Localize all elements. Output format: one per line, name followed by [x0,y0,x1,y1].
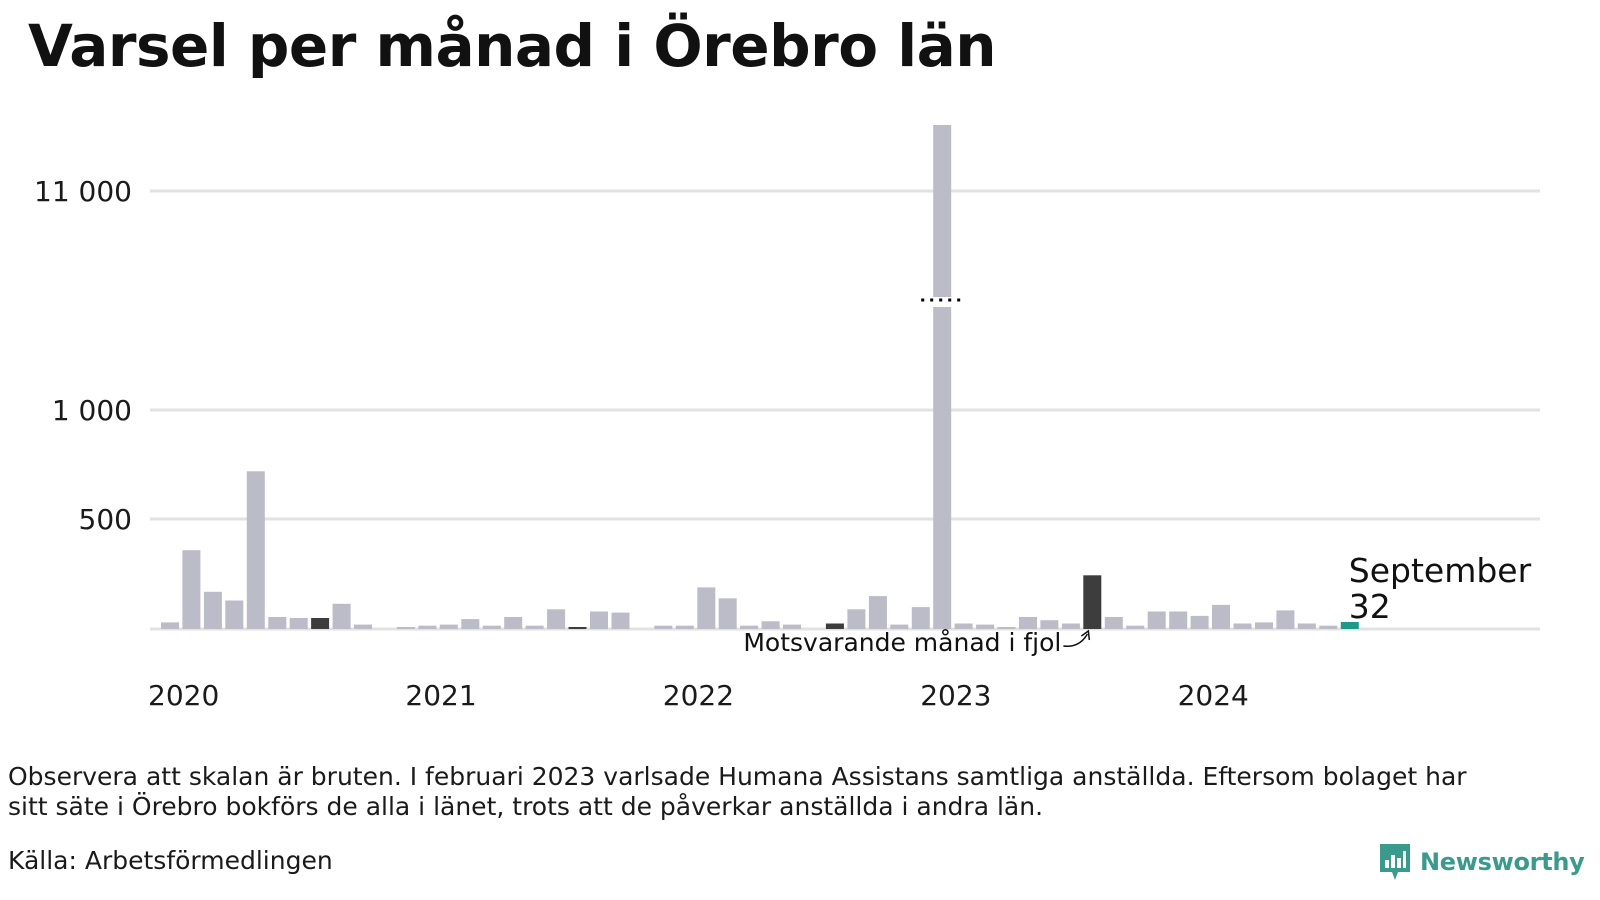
y-axis-tick-labels: 11 000 1 000 500 [34,175,132,536]
x-tick-label: 2023 [920,679,991,712]
bar [1019,617,1037,629]
bar [1190,615,1209,629]
bar [482,625,501,629]
bar [697,587,716,629]
bar [911,607,930,629]
bar [1319,625,1338,629]
bar [933,125,952,629]
bar [418,625,437,629]
bar [332,603,351,629]
bar [1061,623,1080,629]
bar [1040,620,1059,629]
bar [182,550,201,629]
note-line-1: Observera att skalan är bruten. I februa… [8,762,1467,791]
x-tick-label: 2020 [148,679,219,712]
bar [1147,611,1166,629]
bar [590,611,608,629]
bar [311,618,330,629]
bar [1255,622,1273,629]
comparison-label: Motsvarande månad i fjol [743,628,1061,657]
newsworthy-logo: Newsworthy [1378,842,1585,882]
bar [718,598,737,629]
bar [1212,604,1230,629]
bar [611,612,630,629]
bar [1297,623,1316,629]
bar [354,624,372,629]
bar [439,624,458,629]
bar [825,623,844,629]
y-tick-label: 1 000 [52,394,132,427]
comparison-arrow [1063,633,1089,647]
bar [654,625,673,629]
bar [289,618,308,629]
bar [954,623,973,629]
bar [568,627,587,629]
bar [396,627,415,629]
bar [525,625,544,629]
chart-title: Varsel per månad i Örebro län [28,12,997,80]
bar [1083,575,1102,629]
bar [161,622,179,629]
x-tick-label: 2024 [1178,679,1249,712]
bars [161,125,1359,629]
current-value-label: 32 [1349,587,1391,626]
bar [461,619,480,629]
brand-name: Newsworthy [1420,848,1585,876]
source-text: Källa: Arbetsförmedlingen [8,846,333,875]
bar [1104,617,1123,629]
bar [890,624,909,629]
bar [504,617,523,629]
x-tick-label: 2022 [663,679,734,712]
bar [783,624,801,629]
x-axis-tick-labels: 2020 2021 2022 2023 2024 [148,679,1249,712]
bar [847,609,866,629]
bar [203,591,222,629]
bar-chart: 11 000 1 000 500 2020 2021 2022 2023 2024 Sept… [34,125,1540,712]
bar [997,627,1016,629]
bar [1233,623,1252,629]
bar [761,621,780,629]
current-month-label: September [1349,551,1532,590]
bar [1276,610,1295,629]
bar [1340,622,1359,629]
bar [225,600,244,629]
bar [740,625,759,629]
bar [868,596,887,629]
chart-note: Observera att skalan är bruten. I februa… [8,762,1598,822]
comparison-arrow-head [1080,629,1091,641]
bar [976,624,995,629]
bar [1126,625,1145,629]
y-tick-label: 500 [79,503,132,536]
x-tick-label: 2021 [405,679,476,712]
scale-break-gap [929,297,956,307]
grid-lines [150,189,1540,631]
note-line-2: sitt säte i Örebro bokförs de alla i län… [8,792,1044,821]
bar [675,625,694,629]
bar [547,609,566,629]
bar [268,617,287,629]
bar [246,471,265,629]
newsworthy-logo-icon [1380,844,1410,880]
bar [1169,611,1188,629]
y-tick-label: 11 000 [34,175,132,208]
